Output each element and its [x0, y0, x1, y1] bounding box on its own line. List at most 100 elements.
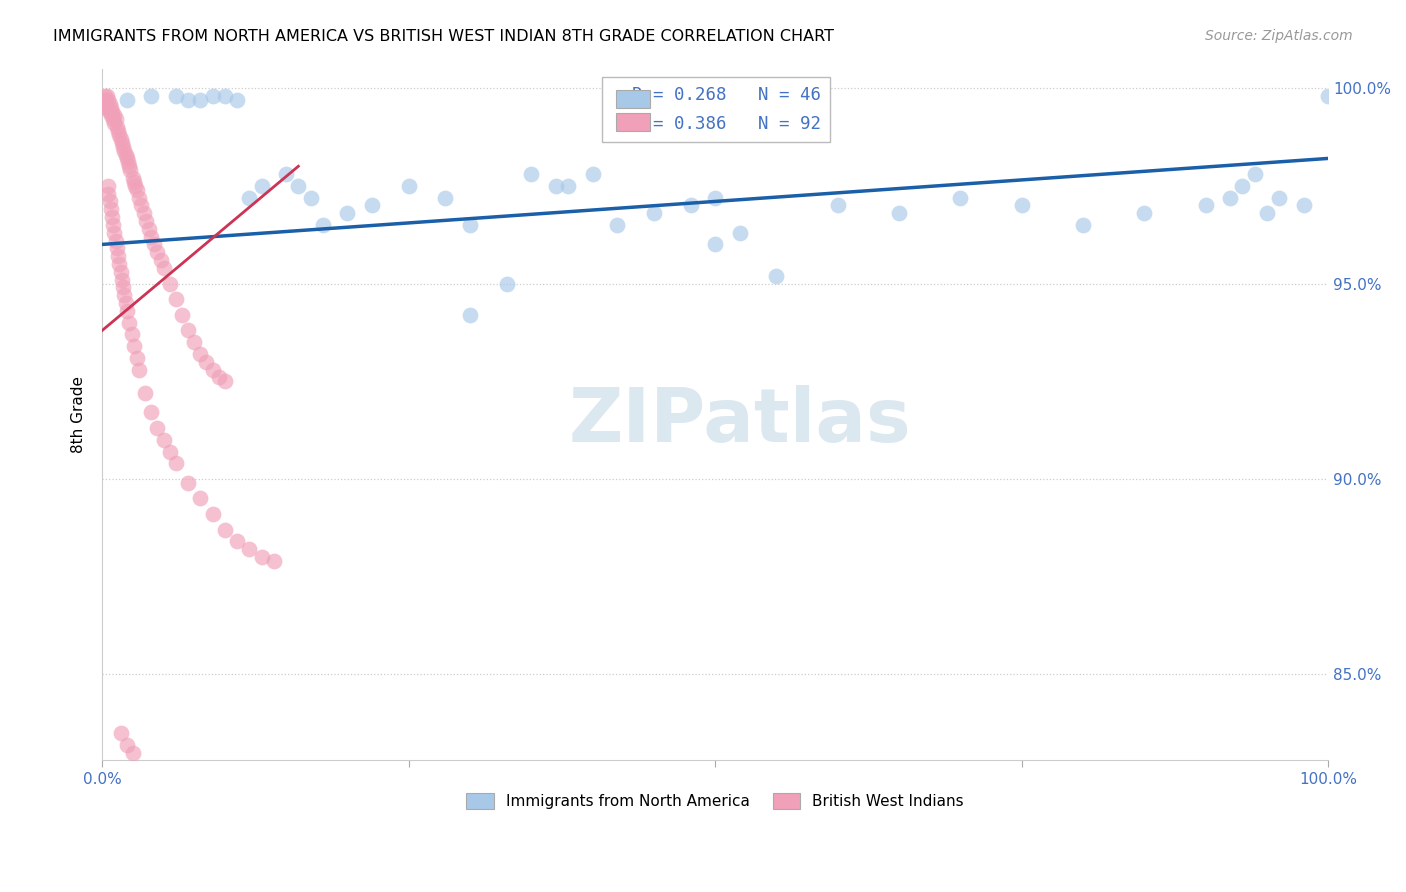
- Point: [120, 163, 142, 178]
- Point: [557, 178, 579, 193]
- Point: [93, 93, 115, 107]
- Point: [312, 218, 335, 232]
- Point: [1232, 178, 1254, 193]
- Point: [122, 175, 145, 189]
- Point: [112, 139, 135, 153]
- Point: [134, 386, 156, 401]
- Point: [142, 237, 165, 252]
- Point: [104, 112, 127, 127]
- Point: [177, 475, 200, 490]
- Point: [188, 347, 211, 361]
- Point: [105, 120, 128, 135]
- Point: [103, 112, 125, 127]
- Point: [765, 268, 787, 283]
- Point: [165, 292, 187, 306]
- Legend: Immigrants from North America, British West Indians: Immigrants from North America, British W…: [460, 787, 970, 815]
- Point: [1268, 190, 1291, 204]
- Point: [704, 237, 727, 252]
- Point: [103, 226, 125, 240]
- Point: [520, 167, 543, 181]
- Point: [183, 335, 205, 350]
- Point: [115, 738, 138, 752]
- Point: [165, 88, 187, 103]
- Point: [226, 534, 249, 549]
- Point: [103, 116, 125, 130]
- Point: [170, 308, 193, 322]
- FancyBboxPatch shape: [616, 112, 650, 131]
- Point: [94, 101, 117, 115]
- Point: [146, 245, 169, 260]
- Point: [128, 190, 150, 204]
- Point: [93, 88, 115, 103]
- Point: [141, 88, 163, 103]
- Point: [1071, 218, 1094, 232]
- Point: [108, 128, 131, 142]
- Point: [97, 186, 120, 201]
- Point: [606, 218, 628, 232]
- Point: [107, 249, 129, 263]
- Point: [138, 221, 160, 235]
- Point: [111, 136, 134, 150]
- Point: [124, 178, 146, 193]
- Point: [125, 183, 148, 197]
- Point: [1256, 206, 1278, 220]
- Point: [97, 101, 120, 115]
- Point: [728, 226, 751, 240]
- Point: [887, 206, 910, 220]
- Point: [250, 550, 273, 565]
- Point: [643, 206, 665, 220]
- Point: [195, 354, 218, 368]
- Point: [679, 198, 702, 212]
- Point: [1243, 167, 1265, 181]
- Point: [141, 405, 163, 419]
- Point: [299, 190, 322, 204]
- Point: [121, 746, 143, 760]
- Point: [188, 93, 211, 107]
- Point: [114, 296, 136, 310]
- Y-axis label: 8th Grade: 8th Grade: [72, 376, 86, 453]
- Point: [131, 198, 153, 212]
- Point: [165, 456, 187, 470]
- Point: [103, 218, 125, 232]
- Point: [827, 198, 849, 212]
- Point: [104, 234, 127, 248]
- Point: [128, 362, 150, 376]
- Point: [214, 523, 236, 537]
- Point: [97, 93, 120, 107]
- Point: [226, 93, 249, 107]
- Point: [238, 542, 260, 557]
- Point: [1133, 206, 1156, 220]
- Point: [110, 132, 132, 146]
- Point: [581, 167, 603, 181]
- Point: [101, 104, 124, 119]
- Point: [115, 93, 138, 107]
- Point: [274, 167, 297, 181]
- Point: [150, 253, 173, 268]
- Point: [100, 108, 122, 122]
- Point: [93, 96, 115, 111]
- Point: [152, 260, 174, 275]
- Point: [96, 96, 118, 111]
- Point: [114, 147, 136, 161]
- Point: [108, 257, 131, 271]
- Point: [97, 178, 120, 193]
- Point: [115, 304, 138, 318]
- Point: [152, 433, 174, 447]
- Point: [118, 159, 141, 173]
- Point: [177, 323, 200, 337]
- Point: [458, 218, 481, 232]
- Point: [238, 190, 260, 204]
- Point: [121, 171, 143, 186]
- Point: [121, 327, 143, 342]
- Point: [1317, 88, 1340, 103]
- Point: [125, 351, 148, 365]
- Point: [110, 726, 132, 740]
- Point: [94, 93, 117, 107]
- Point: [141, 229, 163, 244]
- Point: [110, 265, 132, 279]
- Point: [100, 101, 122, 115]
- Point: [1011, 198, 1033, 212]
- Point: [112, 288, 135, 302]
- Point: [112, 144, 135, 158]
- Point: [159, 444, 181, 458]
